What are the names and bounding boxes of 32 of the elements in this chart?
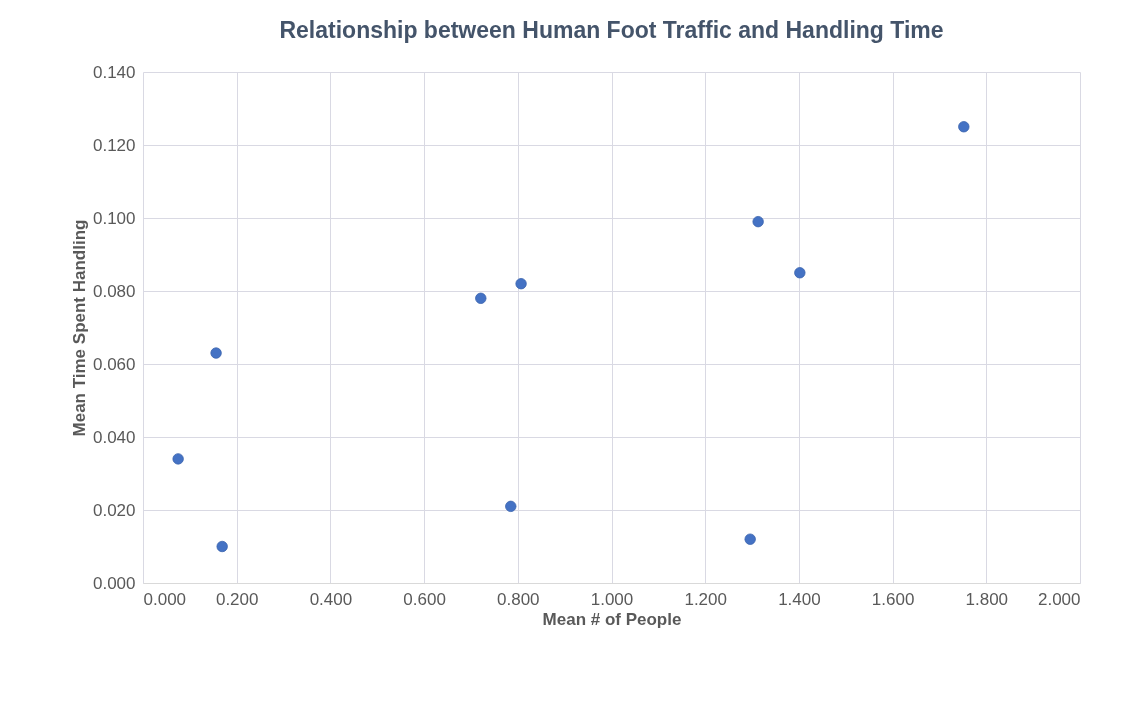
chart-title: Relationship between Human Foot Traffic and Handling Time (279, 17, 944, 43)
x-tick-label: 1.200 (684, 589, 727, 609)
point (744, 533, 756, 545)
x-tick-label: 2.000 (1037, 589, 1081, 609)
y-tick-label: 0.100 (92, 208, 136, 228)
x-tick-label: 0.800 (497, 589, 540, 609)
point (475, 292, 487, 304)
point (794, 267, 806, 279)
x-tick-label: 1.400 (778, 589, 821, 609)
y-tick-label: 0.140 (92, 62, 136, 82)
y-tick-label: 0.000 (92, 573, 136, 593)
point (216, 540, 228, 553)
x-tick-label: 1.600 (871, 589, 915, 609)
y-axis-title: Mean Time Spent Handling (69, 219, 89, 437)
point (210, 347, 222, 359)
x-tick-label: 0.400 (309, 589, 353, 609)
x-tick-label: 1.800 (965, 589, 1009, 609)
point (515, 278, 527, 290)
y-tick-label: 0.040 (92, 427, 136, 447)
x-tick-label: 0.600 (403, 589, 446, 609)
y-tick-label: 0.060 (92, 354, 136, 374)
point (752, 216, 764, 228)
y-tick-label: 0.080 (92, 281, 136, 301)
y-tick-label: 0.120 (92, 135, 136, 155)
point (172, 453, 184, 465)
point (505, 500, 517, 512)
x-tick-label: 1.000 (590, 589, 634, 609)
point (958, 121, 970, 133)
x-tick-label: 0.000 (143, 589, 187, 609)
x-axis-title: Mean # of People (542, 609, 682, 629)
x-tick-label: 0.200 (215, 589, 259, 609)
y-tick-label: 0.020 (92, 500, 136, 520)
